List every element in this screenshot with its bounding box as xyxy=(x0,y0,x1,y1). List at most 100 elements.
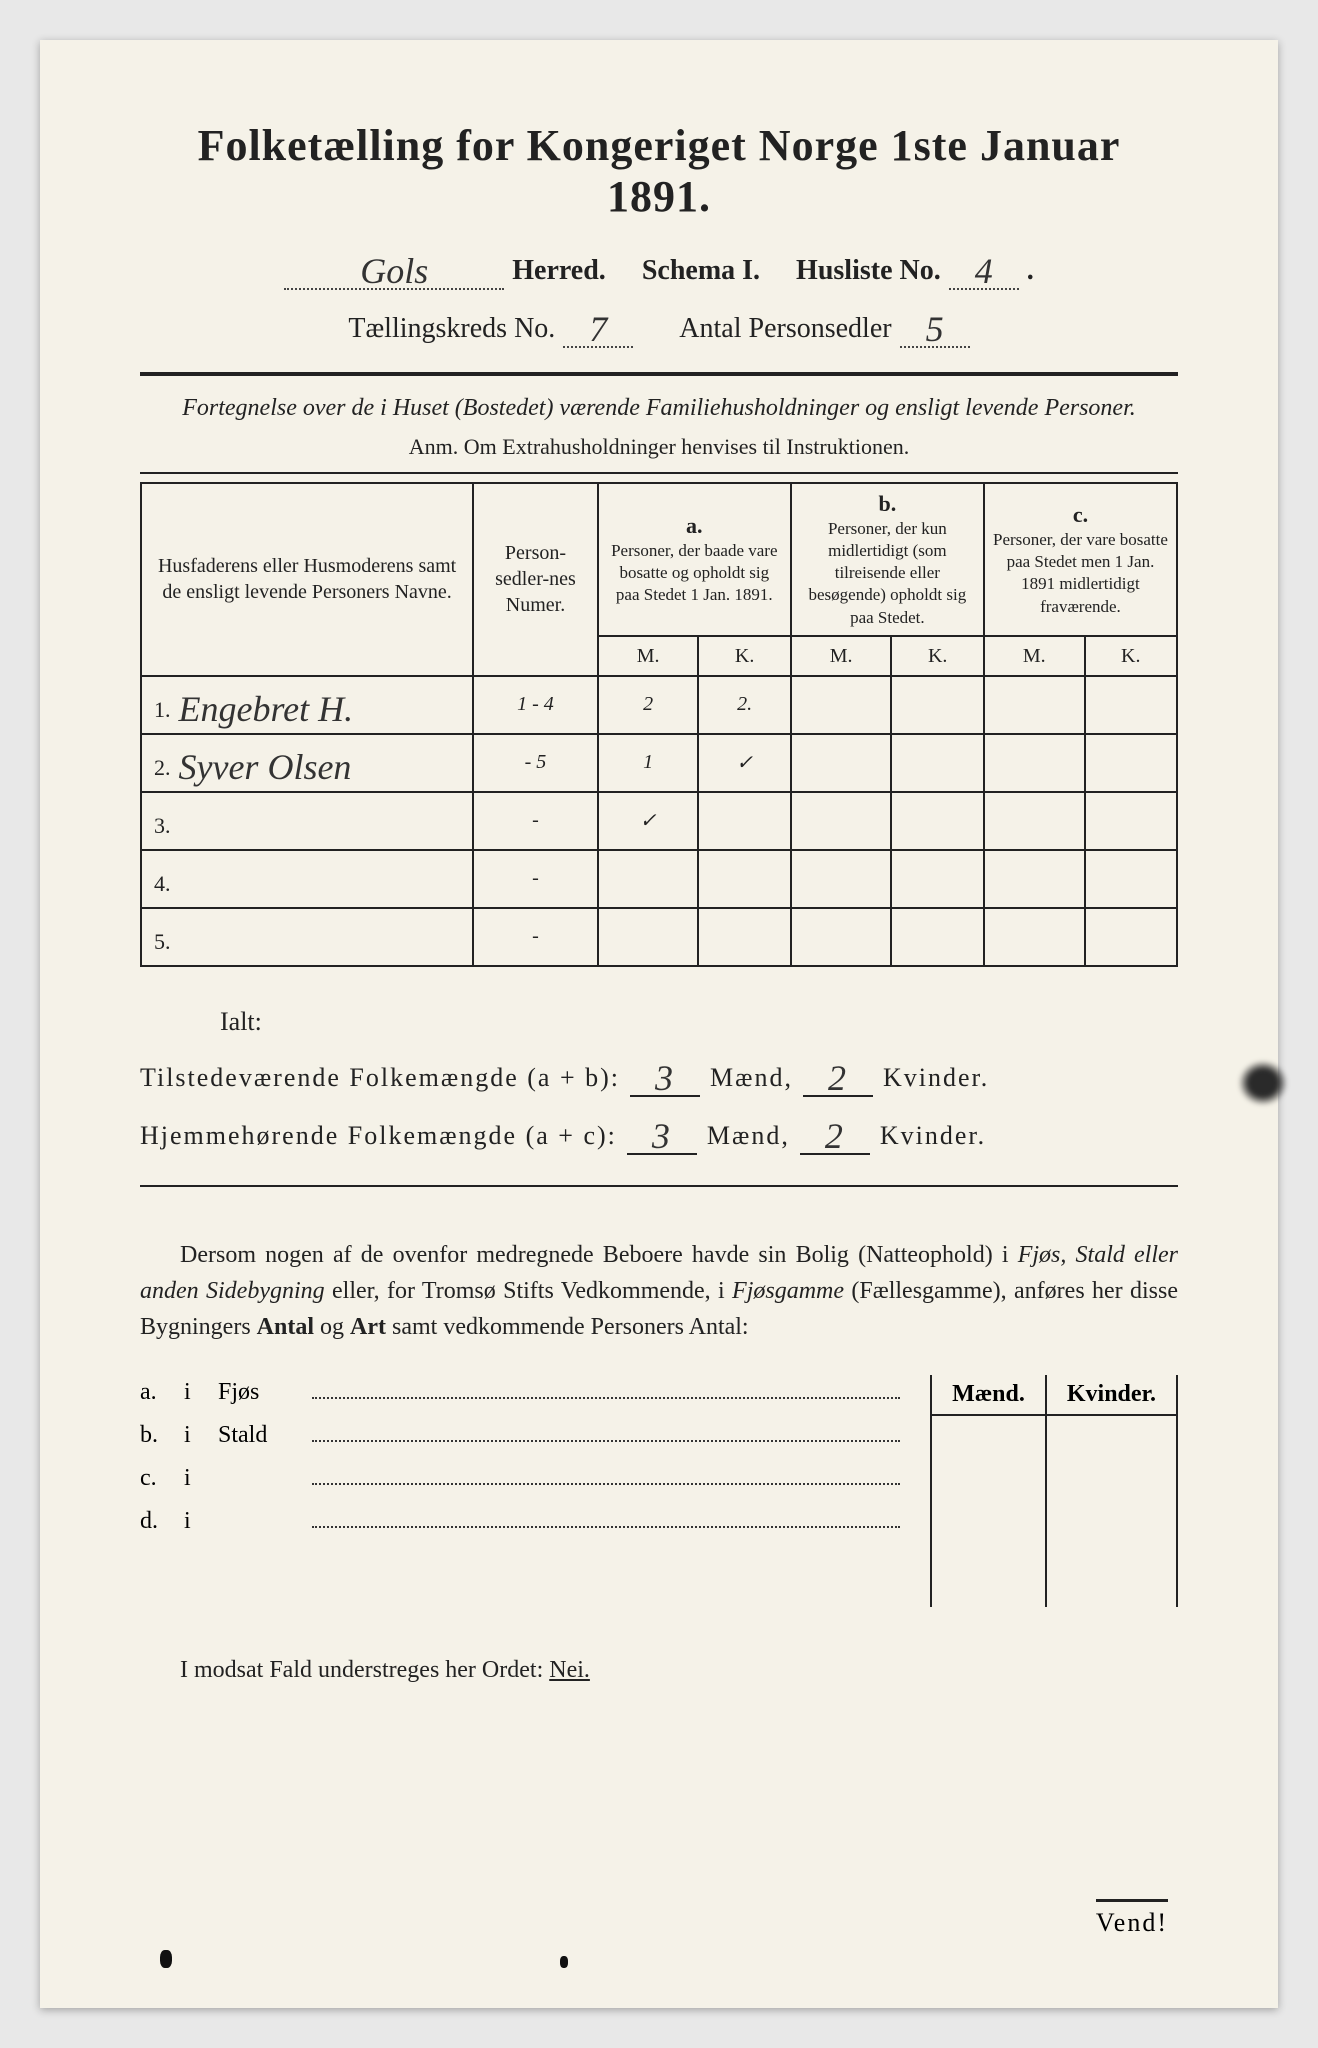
mk-header: M. xyxy=(791,636,892,676)
antal-fill: 5 xyxy=(900,304,970,348)
name-cell: 2.Syver Olsen xyxy=(141,734,473,792)
herred-fill: Gols xyxy=(284,246,504,290)
dwellings-list: a.iFjøs b.iStald c.i d.i xyxy=(140,1375,900,1607)
maend-label: Mænd, xyxy=(710,1063,793,1093)
antal-label: Antal Personsedler xyxy=(679,313,891,345)
table-row: 3.-✓ xyxy=(141,792,1177,850)
a-k-cell xyxy=(698,908,790,966)
mk-header: K. xyxy=(891,636,983,676)
ink-speck xyxy=(560,1956,568,1968)
name-cell: 4. xyxy=(141,850,473,908)
c-k-cell xyxy=(1085,850,1177,908)
schema-label: Schema I. xyxy=(642,255,760,287)
a-k-cell xyxy=(698,850,790,908)
mk-header: K. xyxy=(698,636,790,676)
c-m-cell xyxy=(984,792,1085,850)
a-m-cell xyxy=(598,908,699,966)
ink-blot xyxy=(1238,1060,1288,1106)
page-title: Folketælling for Kongeriget Norge 1ste J… xyxy=(140,120,1178,222)
husliste-label: Husliste No. xyxy=(796,255,941,287)
husliste-fill: 4 xyxy=(949,246,1019,290)
divider xyxy=(140,472,1178,474)
nei-word: Nei. xyxy=(549,1657,590,1683)
num-cell: 1 - 4 xyxy=(473,676,598,734)
a-m-cell: 2 xyxy=(598,676,699,734)
kvinder-label: Kvinder. xyxy=(883,1063,989,1093)
c-m-cell xyxy=(984,676,1085,734)
a-m-cell xyxy=(598,850,699,908)
totals-section: Ialt: Tilstedeværende Folkemængde (a + b… xyxy=(140,1007,1178,1155)
census-table: Husfaderens eller Husmoderens samt de en… xyxy=(140,482,1178,967)
name-cell: 1.Engebret H. xyxy=(141,676,473,734)
num-cell: - xyxy=(473,850,598,908)
nei-line: I modsat Fald understreges her Ordet: Ne… xyxy=(140,1657,1178,1684)
divider xyxy=(140,372,1178,376)
husliste-value: 4 xyxy=(975,251,993,291)
b-m-cell xyxy=(791,792,892,850)
divider xyxy=(140,1185,1178,1187)
dwellings-mk-table: Mænd. Kvinder. xyxy=(930,1375,1178,1607)
dwelling-row: a.iFjøs xyxy=(140,1375,900,1406)
a-m-cell: 1 xyxy=(598,734,699,792)
antal-value: 5 xyxy=(926,309,944,349)
totals-label: Tilstedeværende Folkemængde (a + b): xyxy=(140,1063,620,1093)
total-value: 3 xyxy=(655,1058,675,1098)
c-m-cell xyxy=(984,734,1085,792)
b-k-cell xyxy=(891,908,983,966)
b-m-cell xyxy=(791,676,892,734)
b-m-cell xyxy=(791,908,892,966)
col-b-header: b. Personer, der kun midlertidigt (som t… xyxy=(791,483,984,636)
kreds-fill: 7 xyxy=(563,304,633,348)
maend-label: Mænd, xyxy=(707,1121,790,1151)
dwellings-section: a.iFjøs b.iStald c.i d.i Mænd. Kvinder. xyxy=(140,1375,1178,1607)
num-cell: - xyxy=(473,792,598,850)
totals-line-2: Hjemmehørende Folkemængde (a + c): 3 Mæn… xyxy=(140,1111,1178,1155)
maend-header: Mænd. xyxy=(931,1375,1046,1415)
col-c-header: c. Personer, der vare bosatte paa Stedet… xyxy=(984,483,1177,636)
dwelling-row: c.i xyxy=(140,1461,900,1492)
total-value: 2 xyxy=(825,1116,845,1156)
totals-label: Hjemmehørende Folkemængde (a + c): xyxy=(140,1121,617,1151)
total-value: 3 xyxy=(652,1116,672,1156)
c-k-cell xyxy=(1085,676,1177,734)
col-name-header: Husfaderens eller Husmoderens samt de en… xyxy=(141,483,473,676)
mk-header: M. xyxy=(984,636,1085,676)
name-cell: 3. xyxy=(141,792,473,850)
subtitle: Fortegnelse over de i Huset (Bostedet) v… xyxy=(140,392,1178,426)
header-line-2: Tællingskreds No. 7 Antal Personsedler 5 xyxy=(140,304,1178,348)
mk-header: M. xyxy=(598,636,699,676)
col-num-header: Person-sedler-nes Numer. xyxy=(473,483,598,676)
b-k-cell xyxy=(891,734,983,792)
herred-label: Herred. xyxy=(512,255,606,287)
a-k-cell: ✓ xyxy=(698,734,790,792)
total-value: 2 xyxy=(828,1058,848,1098)
anm-note: Anm. Om Extrahusholdninger henvises til … xyxy=(140,434,1178,460)
kvinder-label: Kvinder. xyxy=(880,1121,986,1151)
col-a-header: a. Personer, der baade vare bosatte og o… xyxy=(598,483,791,636)
kreds-label: Tællingskreds No. xyxy=(348,313,555,345)
table-row: 2.Syver Olsen- 51✓ xyxy=(141,734,1177,792)
document-page: Folketælling for Kongeriget Norge 1ste J… xyxy=(40,40,1278,2008)
name-cell: 5. xyxy=(141,908,473,966)
kvinder-header: Kvinder. xyxy=(1046,1375,1177,1415)
totals-line-1: Tilstedeværende Folkemængde (a + b): 3 M… xyxy=(140,1053,1178,1097)
b-k-cell xyxy=(891,676,983,734)
dwelling-row: d.i xyxy=(140,1504,900,1535)
c-m-cell xyxy=(984,850,1085,908)
num-cell: - 5 xyxy=(473,734,598,792)
c-k-cell xyxy=(1085,792,1177,850)
table-row: 1.Engebret H.1 - 422. xyxy=(141,676,1177,734)
herred-value: Gols xyxy=(360,251,428,291)
header-line-1: Gols Herred. Schema I. Husliste No. 4 . xyxy=(140,246,1178,290)
ialt-label: Ialt: xyxy=(220,1007,1178,1037)
dwelling-row: b.iStald xyxy=(140,1418,900,1449)
a-k-cell xyxy=(698,792,790,850)
a-m-cell: ✓ xyxy=(598,792,699,850)
kreds-value: 7 xyxy=(589,309,607,349)
b-m-cell xyxy=(791,734,892,792)
b-k-cell xyxy=(891,792,983,850)
dwelling-paragraph: Dersom nogen af de ovenfor medregnede Be… xyxy=(140,1237,1178,1345)
c-k-cell xyxy=(1085,734,1177,792)
b-k-cell xyxy=(891,850,983,908)
c-m-cell xyxy=(984,908,1085,966)
